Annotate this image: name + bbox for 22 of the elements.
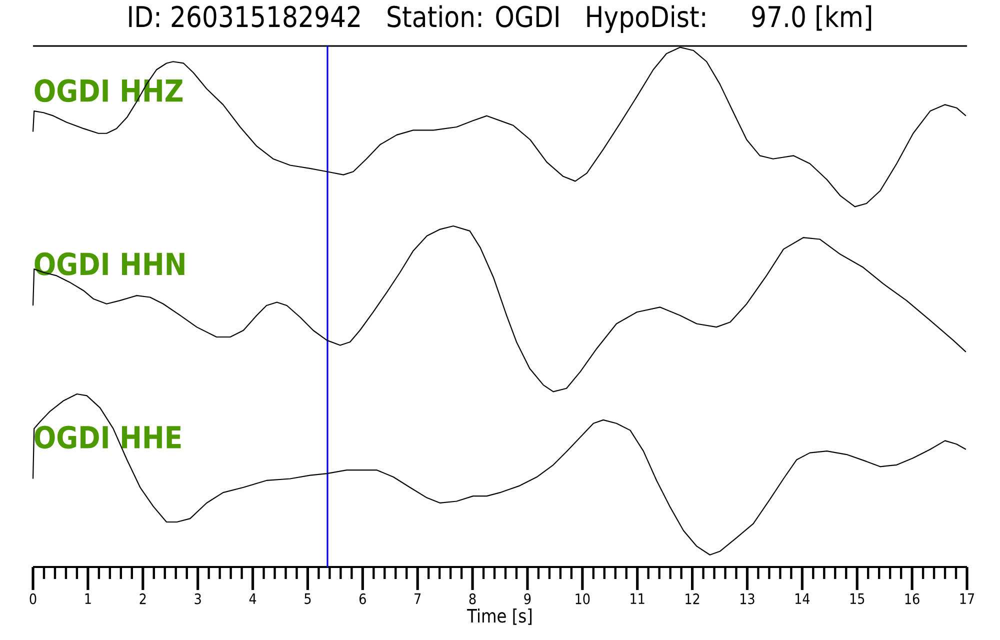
x-tick-label: 6 <box>360 593 366 604</box>
x-tick-label: 13 <box>740 593 754 604</box>
series-label: OGDI HHN <box>34 252 184 276</box>
x-tick-label: 17 <box>960 593 974 604</box>
x-tick-label: 3 <box>194 593 201 604</box>
chart-title: ID: 260315182942 Station: OGDI HypoDist: 97.0 [km] <box>129 5 872 33</box>
x-tick-label: 5 <box>304 593 311 604</box>
x-tick-label: 10 <box>576 593 590 604</box>
x-tick-label: 0 <box>30 593 36 604</box>
x-tick-label: 16 <box>905 593 920 604</box>
x-tick-label: 2 <box>140 593 146 604</box>
x-tick-label: 15 <box>850 593 864 604</box>
x-tick-label: 1 <box>85 593 91 604</box>
x-tick-label: 8 <box>469 593 476 604</box>
x-tick-label: 7 <box>414 593 421 604</box>
x-axis-title: Time [s] <box>467 608 532 625</box>
series-label: OGDI HHE <box>34 426 181 449</box>
x-tick-label: 4 <box>249 593 256 604</box>
x-tick-label: 14 <box>796 593 810 604</box>
x-tick-label: 11 <box>630 593 644 604</box>
x-tick-label: 12 <box>686 593 700 604</box>
x-tick-label: 9 <box>524 593 531 604</box>
